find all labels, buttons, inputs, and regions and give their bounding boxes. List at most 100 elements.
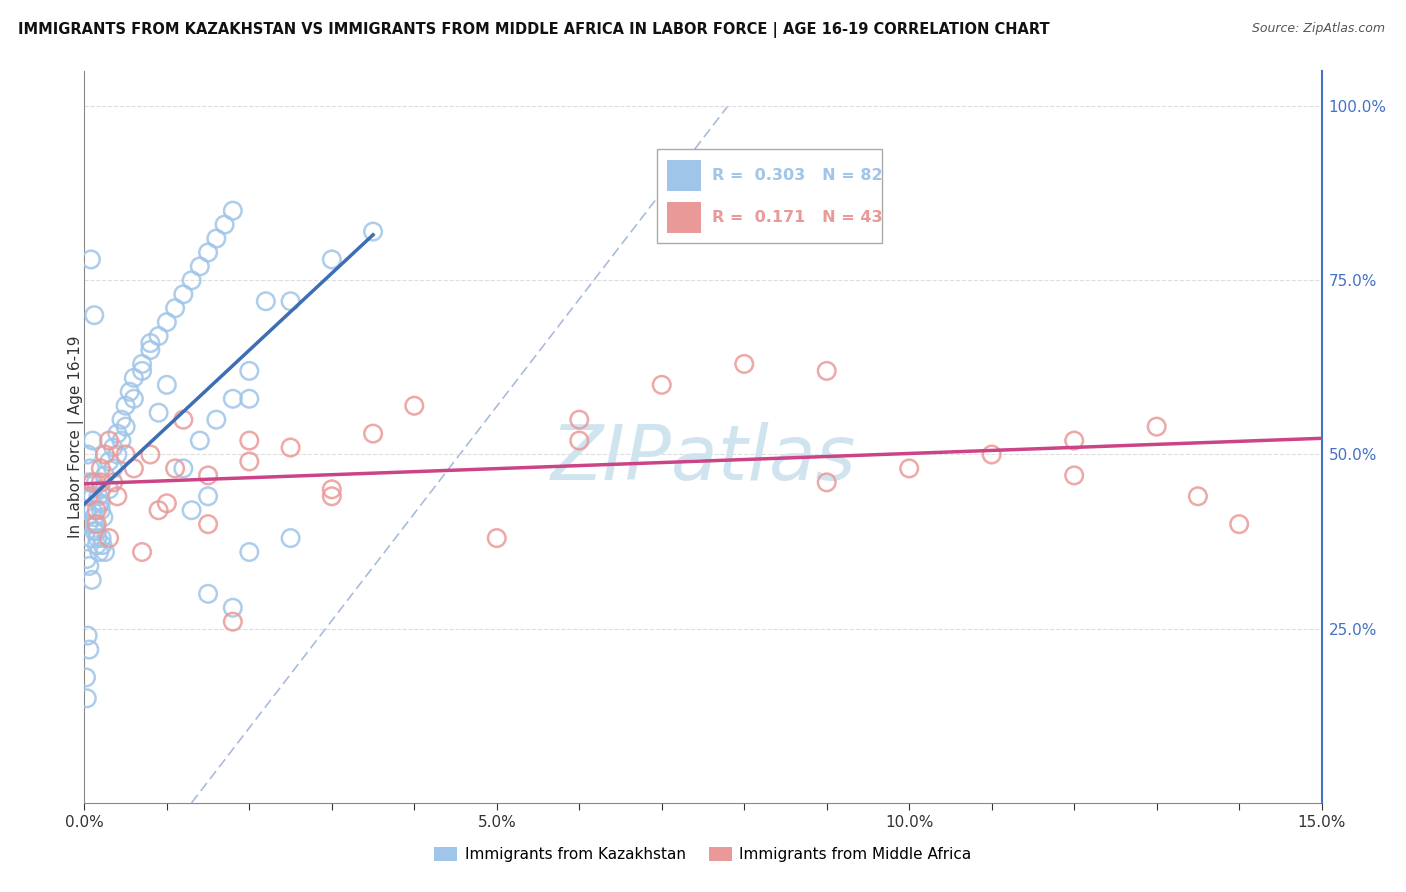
Point <box>156 496 179 510</box>
Point <box>76 552 98 566</box>
Point <box>80 489 103 503</box>
Point <box>94 545 117 559</box>
Point <box>238 364 260 378</box>
Point <box>103 461 125 475</box>
Point <box>110 434 132 448</box>
Point <box>82 475 104 490</box>
Point <box>1063 468 1085 483</box>
Point <box>321 489 343 503</box>
Point <box>90 461 112 475</box>
Point <box>180 273 202 287</box>
Point <box>82 434 104 448</box>
Point <box>76 448 98 462</box>
Point <box>86 524 108 538</box>
Point <box>79 642 101 657</box>
Point <box>90 483 112 497</box>
Point <box>321 252 343 267</box>
Point <box>1187 489 1209 503</box>
Point <box>114 419 136 434</box>
Point <box>122 461 145 475</box>
Point <box>898 461 921 475</box>
Text: ZIPatlas: ZIPatlas <box>550 422 856 496</box>
Point <box>84 517 107 532</box>
Point <box>86 531 108 545</box>
Point <box>148 406 170 420</box>
Point <box>222 203 245 218</box>
Point <box>205 412 228 426</box>
Point <box>82 489 104 503</box>
Point <box>197 587 219 601</box>
Point <box>77 517 100 532</box>
Point <box>91 510 114 524</box>
Point <box>321 483 343 497</box>
Point <box>188 260 211 274</box>
Point <box>87 489 110 503</box>
Point <box>84 475 107 490</box>
Point <box>815 475 838 490</box>
Point <box>76 503 98 517</box>
Point <box>172 461 194 475</box>
Point <box>139 343 162 357</box>
Point <box>98 454 121 468</box>
Point <box>361 426 384 441</box>
Point <box>733 357 755 371</box>
Point <box>1227 517 1250 532</box>
Point <box>105 489 128 503</box>
Point <box>205 231 228 245</box>
Point <box>1063 434 1085 448</box>
Point <box>98 531 121 545</box>
Point <box>80 252 103 267</box>
Point <box>131 364 153 378</box>
Point <box>86 503 108 517</box>
Point <box>238 545 260 559</box>
Point <box>131 357 153 371</box>
Point <box>361 225 384 239</box>
Point <box>90 496 112 510</box>
Point <box>79 558 101 573</box>
Point <box>238 434 260 448</box>
Point <box>94 448 117 462</box>
Point <box>568 434 591 448</box>
Point <box>222 600 245 615</box>
Point <box>148 503 170 517</box>
Point <box>91 538 114 552</box>
Point <box>86 517 108 532</box>
Point <box>94 468 117 483</box>
Point <box>1146 419 1168 434</box>
Point <box>197 245 219 260</box>
Point <box>80 531 103 545</box>
Point <box>98 483 121 497</box>
Point <box>114 448 136 462</box>
Point <box>568 412 591 426</box>
Point <box>197 489 219 503</box>
Point <box>139 336 162 351</box>
FancyBboxPatch shape <box>666 202 702 233</box>
Point <box>156 315 179 329</box>
Legend: Immigrants from Kazakhstan, Immigrants from Middle Africa: Immigrants from Kazakhstan, Immigrants f… <box>429 841 977 868</box>
Point <box>180 503 202 517</box>
Y-axis label: In Labor Force | Age 16-19: In Labor Force | Age 16-19 <box>67 335 84 539</box>
Text: IMMIGRANTS FROM KAZAKHSTAN VS IMMIGRANTS FROM MIDDLE AFRICA IN LABOR FORCE | AGE: IMMIGRANTS FROM KAZAKHSTAN VS IMMIGRANTS… <box>18 22 1050 38</box>
Point <box>105 426 128 441</box>
Point <box>238 392 260 406</box>
Point <box>165 301 187 316</box>
Point <box>131 545 153 559</box>
Point <box>165 461 187 475</box>
Point <box>103 441 125 455</box>
Point <box>651 377 673 392</box>
Point <box>110 412 132 426</box>
Point <box>222 392 245 406</box>
Point <box>188 434 211 448</box>
Point <box>172 287 194 301</box>
Point <box>80 573 103 587</box>
Point <box>82 503 104 517</box>
Text: R =  0.303   N = 82: R = 0.303 N = 82 <box>713 168 883 183</box>
Point <box>89 545 111 559</box>
Point <box>254 294 277 309</box>
Point <box>118 384 141 399</box>
Point <box>90 503 112 517</box>
Point <box>75 670 97 684</box>
Point <box>77 475 100 490</box>
Point <box>280 531 302 545</box>
Point <box>114 399 136 413</box>
